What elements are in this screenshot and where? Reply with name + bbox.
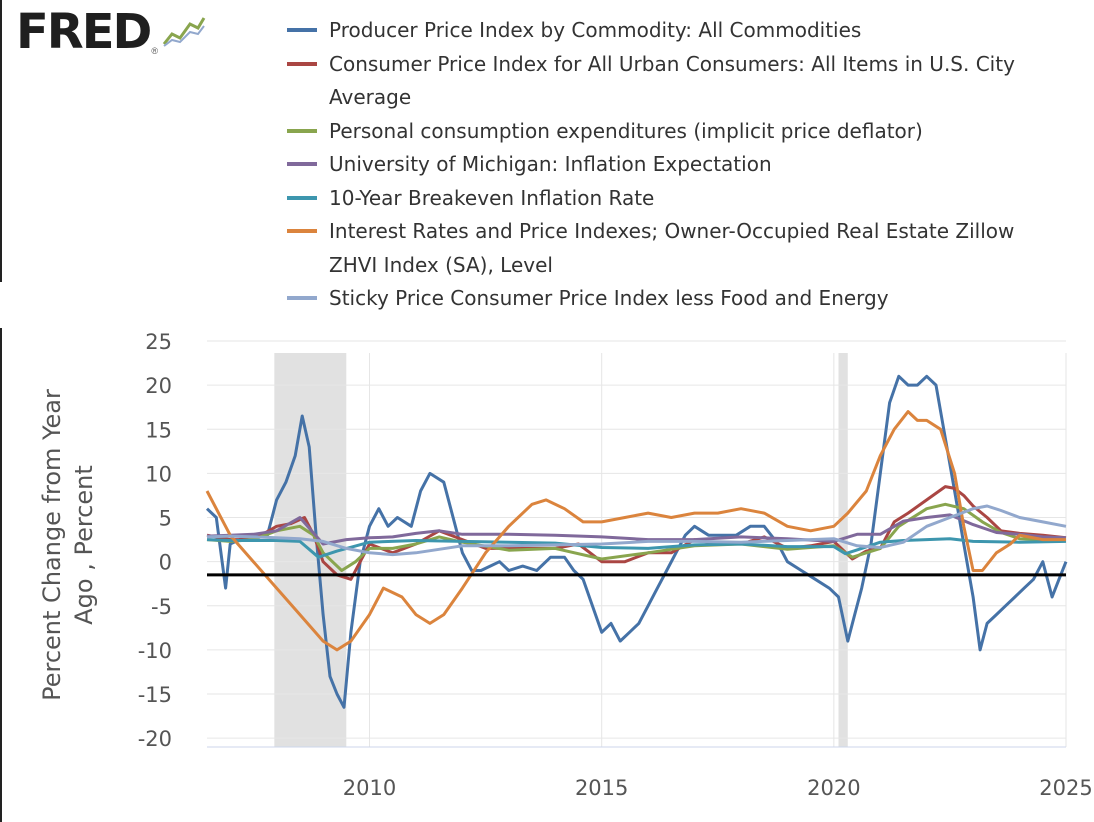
legend-swatch — [287, 195, 317, 200]
y-tick-label: -5 — [151, 595, 172, 619]
legend-label: University of Michigan: Inflation Expect… — [329, 152, 772, 176]
legend-label: Interest Rates and Price Indexes; Owner-… — [329, 219, 1015, 277]
x-tick-label: 2020 — [807, 776, 860, 800]
left-border-bottom — [0, 328, 2, 822]
legend-swatch — [287, 229, 317, 233]
series-line-sticky — [206, 504, 1067, 557]
y-tick-label: 20 — [145, 374, 172, 398]
legend-swatch — [287, 128, 317, 133]
y-axis-label-line2: Ago , Percent — [70, 465, 98, 625]
chart-legend: Producer Price Index by Commodity: All C… — [287, 14, 1087, 316]
left-border-top — [0, 0, 2, 282]
line-chart-icon — [162, 17, 206, 47]
legend-label: Consumer Price Index for All Urban Consu… — [329, 51, 1015, 110]
x-tick-label: 2015 — [575, 776, 628, 800]
y-tick-label: 15 — [145, 418, 172, 442]
legend-label: Personal consumption expenditures (impli… — [329, 118, 923, 143]
legend-label: Sticky Price Consumer Price Index less F… — [329, 286, 889, 310]
y-tick-label: 5 — [159, 507, 172, 531]
y-tick-label: -15 — [138, 683, 172, 707]
legend-swatch — [287, 61, 317, 66]
plot-background — [207, 341, 1066, 747]
logo-wordmark: FRED — [16, 4, 152, 60]
series-line-zillow — [205, 410, 1066, 652]
y-tick-label: 10 — [145, 462, 172, 486]
logo-registered-mark: ® — [151, 46, 159, 56]
series-line-breakeven — [206, 537, 1067, 559]
legend-item-ppi[interactable]: Producer Price Index by Commodity: All C… — [287, 14, 1087, 48]
legend-item-umich[interactable]: University of Michigan: Inflation Expect… — [287, 148, 1087, 182]
legend-swatch — [287, 28, 317, 32]
legend-item-pce[interactable]: Personal consumption expenditures (impli… — [287, 115, 1087, 149]
y-tick-label: -10 — [138, 639, 172, 663]
y-tick-label: 25 — [145, 330, 172, 354]
legend-swatch — [287, 296, 317, 300]
legend-label: Producer Price Index by Commodity: All C… — [329, 18, 862, 42]
y-tick-label: -20 — [138, 727, 172, 751]
legend-item-breakeven[interactable]: 10-Year Breakeven Inflation Rate — [287, 182, 1087, 216]
legend-swatch — [287, 162, 317, 166]
series-line-ppi — [205, 374, 1068, 709]
x-tick-label: 2010 — [343, 776, 396, 800]
x-tick-label: 2025 — [1039, 776, 1092, 800]
legend-item-sticky[interactable]: Sticky Price Consumer Price Index less F… — [287, 282, 1087, 316]
y-axis-label: Percent Change from Year Ago , Percent — [38, 389, 98, 701]
fred-logo[interactable]: FRED ® — [16, 8, 206, 56]
legend-item-cpi[interactable]: Consumer Price Index for All Urban Consu… — [287, 48, 1087, 115]
legend-label: 10-Year Breakeven Inflation Rate — [329, 185, 655, 210]
y-tick-label: 0 — [159, 551, 172, 575]
legend-item-zillow[interactable]: Interest Rates and Price Indexes; Owner-… — [287, 215, 1087, 282]
y-axis-label-line1: Percent Change from Year — [38, 389, 66, 701]
